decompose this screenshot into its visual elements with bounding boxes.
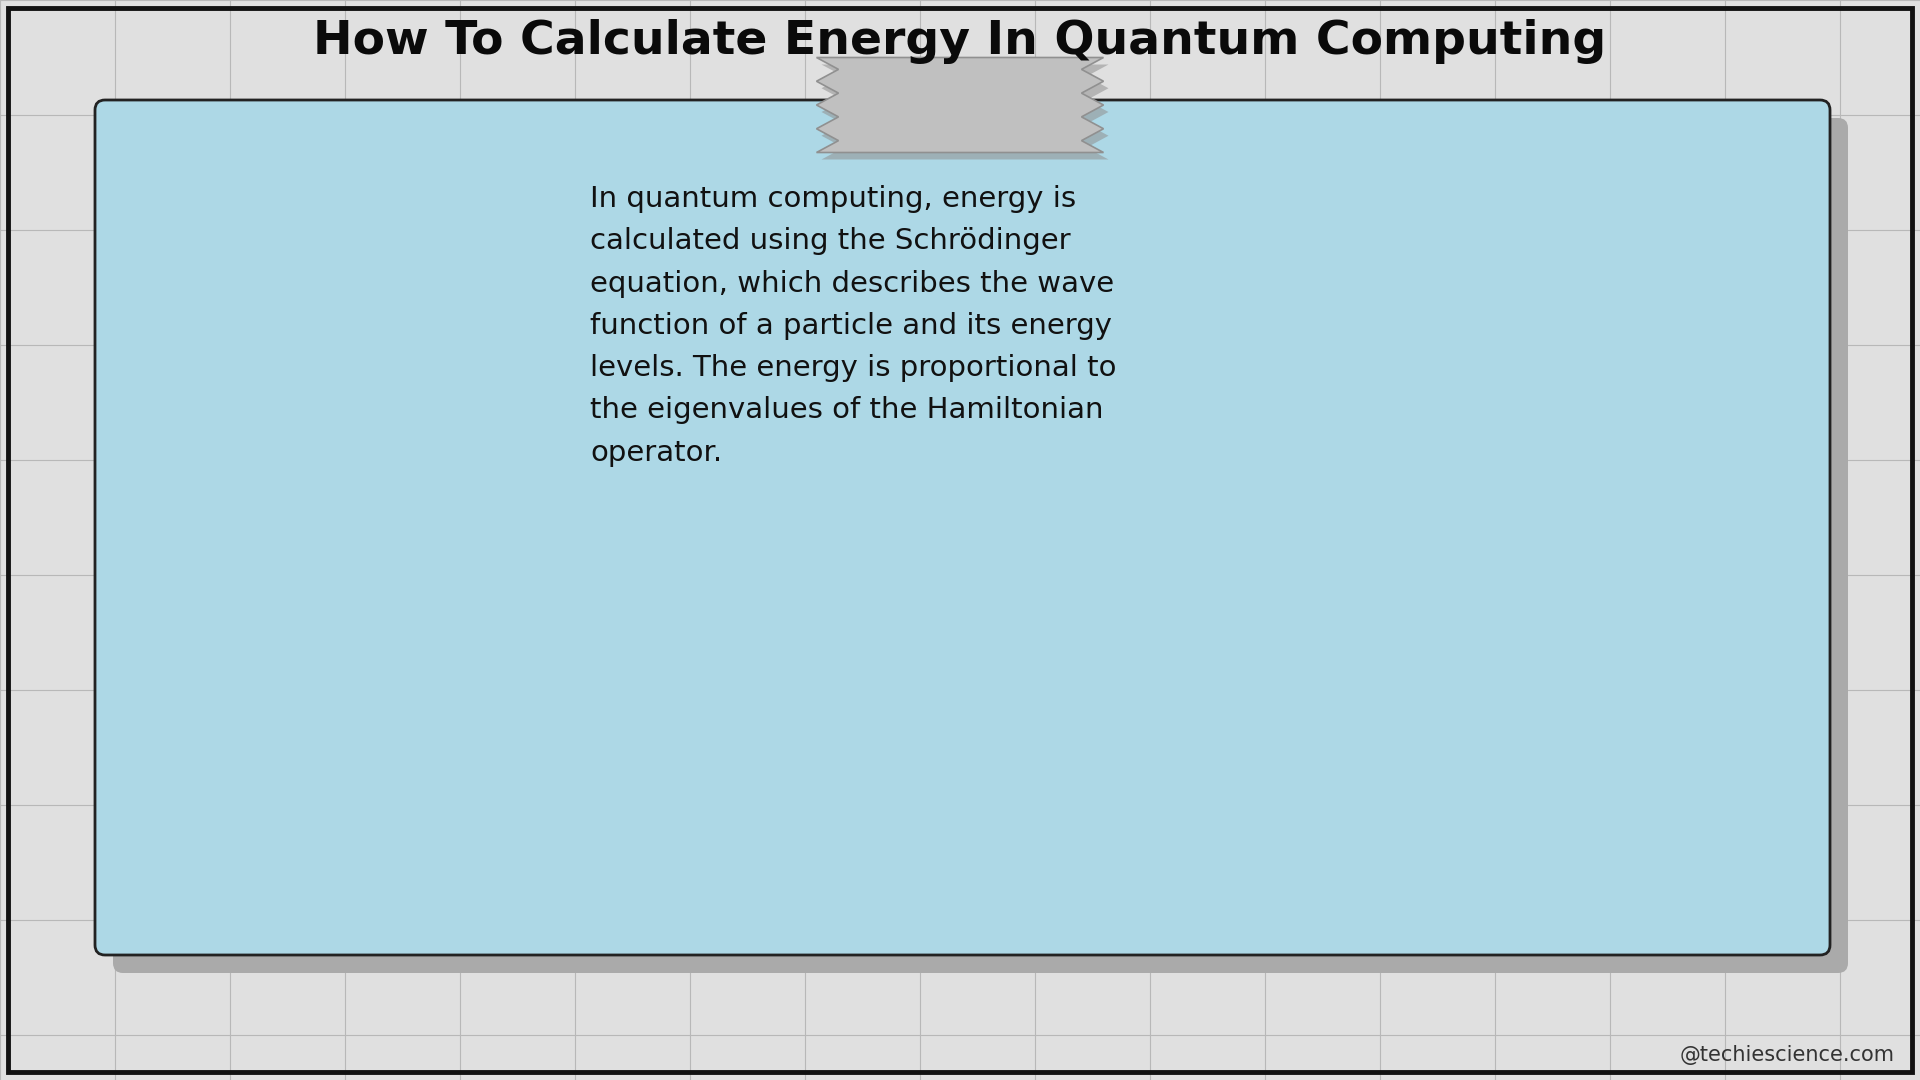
Text: In quantum computing, energy is
calculated using the Schrödinger
equation, which: In quantum computing, energy is calculat… [589, 185, 1117, 467]
FancyBboxPatch shape [94, 100, 1830, 955]
Text: How To Calculate Energy In Quantum Computing: How To Calculate Energy In Quantum Compu… [313, 19, 1607, 65]
FancyBboxPatch shape [113, 118, 1847, 973]
Polygon shape [816, 57, 1104, 152]
Polygon shape [822, 65, 1108, 160]
Text: @techiescience.com: @techiescience.com [1680, 1045, 1895, 1065]
